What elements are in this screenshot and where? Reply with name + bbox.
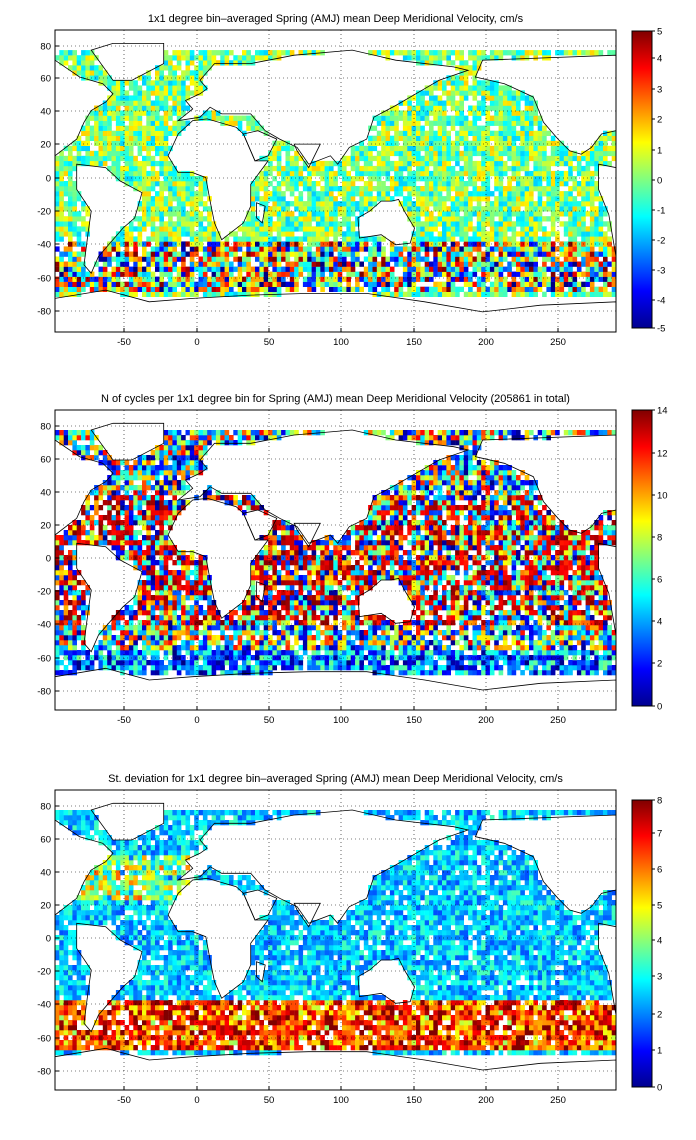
x-tick-label: 0 [194,715,199,726]
colorbar-tick-label: 0 [657,176,662,187]
colorbar-tick-label: 4 [657,54,662,65]
x-tick-label: 250 [550,1095,566,1106]
colorbar-tick-label: 8 [657,796,662,807]
y-tick-label: -60 [37,1034,51,1045]
colorbar-tick-label: 7 [657,829,662,840]
colorbar-tick-label: 4 [657,936,662,947]
colorbar-tick-label: 3 [657,85,662,96]
colorbar-tick-label: 3 [657,972,662,983]
colorbar-tick-label: 0 [657,1083,662,1094]
x-tick-label: 50 [264,1095,275,1106]
colorbar-tick-label: 12 [657,449,668,460]
y-tick-label: 20 [40,901,51,912]
colorbar-tick-label: 2 [657,659,662,670]
map-panel-std-deviation: St. deviation for 1x1 degree bin–average… [37,773,662,1106]
heatmap-cells [55,50,617,297]
colorbar-tick-label: -4 [657,296,665,307]
colorbar-tick-label: 6 [657,865,662,876]
y-tick-label: 40 [40,488,51,499]
colorbar-gradient [631,30,653,329]
colorbar-tick-label: 10 [657,491,668,502]
axes-frame [54,789,617,1091]
heatmap-cells [55,430,617,676]
y-tick-label: 0 [46,554,51,565]
y-tick-label: -40 [37,620,51,631]
panel-title: St. deviation for 1x1 degree bin–average… [108,773,563,785]
y-tick-label: 40 [40,868,51,879]
x-tick-label: 250 [550,715,566,726]
colorbar-tick-label: 1 [657,1046,662,1057]
x-tick-label: -50 [117,715,131,726]
y-tick-label: 0 [46,174,51,185]
y-tick-label: 80 [40,42,51,53]
y-tick-label: 20 [40,140,51,151]
y-tick-label: 0 [46,934,51,945]
y-tick-label: 40 [40,107,51,118]
x-tick-label: 200 [478,1095,494,1106]
colorbar-tick-label: 8 [657,533,662,544]
x-tick-label: 100 [333,1095,349,1106]
colorbar-tick-label: 6 [657,575,662,586]
y-tick-label: -40 [37,1000,51,1011]
y-tick-label: 60 [40,455,51,466]
x-tick-label: 100 [333,715,349,726]
colorbar: 14 12 10 8 6 4 2 0 [631,406,668,713]
y-tick-label: -80 [37,687,51,698]
y-tick-label: 20 [40,521,51,532]
x-tick-label: -50 [117,1095,131,1106]
y-tick-label: -20 [37,967,51,978]
x-tick-label: 50 [264,337,275,348]
colorbar-gradient [631,799,653,1088]
colorbar-tick-label: -2 [657,236,665,247]
colorbar-tick-label: 5 [657,27,662,38]
colorbar-tick-label: -1 [657,206,665,217]
y-tick-label: -60 [37,274,51,285]
y-tick-label: 80 [40,802,51,813]
colorbar-tick-label: -5 [657,324,665,335]
colorbar-tick-label: -3 [657,266,665,277]
colorbar: 8 7 6 5 4 3 2 1 0 [631,796,662,1094]
y-tick-label: -60 [37,654,51,665]
x-tick-label: 0 [194,337,199,348]
grid-lines [55,30,616,332]
x-tick-label: 100 [333,337,349,348]
grid-lines [55,410,616,710]
x-tick-label: 200 [478,337,494,348]
x-tick-label: 150 [406,1095,422,1106]
y-tick-label: -20 [37,207,51,218]
y-tick-label: 60 [40,74,51,85]
map-panel-cycle-count: N of cycles per 1x1 degree bin for Sprin… [37,393,667,726]
y-tick-label: -80 [37,1067,51,1078]
axes-frame [54,29,617,333]
panel-title: 1x1 degree bin–averaged Spring (AMJ) mea… [148,13,524,25]
x-tick-label: 150 [406,337,422,348]
coastlines [54,422,617,711]
colorbar-tick-label: 5 [657,901,662,912]
heatmap-cells [55,810,617,1056]
map-panel-mean-velocity: 1x1 degree bin–averaged Spring (AMJ) mea… [37,13,665,348]
x-tick-label: 200 [478,715,494,726]
colorbar: 5 4 3 2 1 0 -1 -2 -3 -4 -5 [631,27,665,335]
y-tick-label: -80 [37,307,51,318]
colorbar-tick-label: 4 [657,617,662,628]
x-tick-label: 250 [550,337,566,348]
grid-lines [55,790,616,1090]
colorbar-tick-label: 14 [657,406,668,417]
axes-frame [54,409,617,711]
y-tick-label: 60 [40,835,51,846]
colorbar-tick-label: 2 [657,1010,662,1021]
x-tick-label: 50 [264,715,275,726]
panel-title: N of cycles per 1x1 degree bin for Sprin… [101,393,570,405]
y-tick-label: -20 [37,587,51,598]
colorbar-gradient [631,409,653,707]
colorbar-tick-label: 0 [657,702,662,713]
y-tick-label: -40 [37,240,51,251]
x-tick-label: -50 [117,337,131,348]
y-tick-label: 80 [40,422,51,433]
colorbar-tick-label: 1 [657,146,662,157]
colorbar-tick-label: 2 [657,115,662,126]
x-tick-label: 150 [406,715,422,726]
x-tick-label: 0 [194,1095,199,1106]
